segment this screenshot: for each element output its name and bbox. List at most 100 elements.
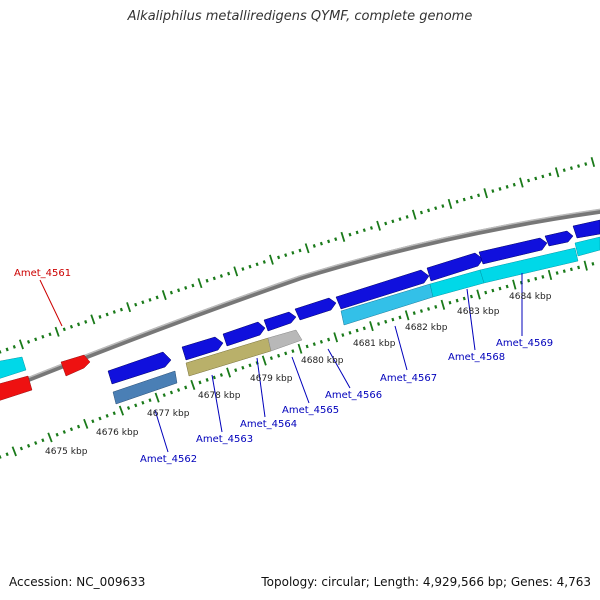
minor-tick xyxy=(255,262,259,267)
minor-tick xyxy=(91,419,95,424)
tick-label: 4676 kbp xyxy=(96,428,139,438)
cds-forward-8[interactable] xyxy=(478,237,548,265)
major-tick xyxy=(583,260,588,271)
minor-tick xyxy=(384,319,388,324)
accession-label: Accession: NC_009633 xyxy=(9,575,146,589)
minor-tick xyxy=(141,400,145,405)
minor-tick xyxy=(277,255,281,260)
minor-tick xyxy=(469,294,473,299)
minor-tick xyxy=(305,344,309,349)
minor-tick xyxy=(548,172,552,177)
minor-tick xyxy=(148,398,152,403)
gene-label-amet-4565[interactable]: Amet_4565 xyxy=(282,405,339,416)
minor-tick xyxy=(355,328,359,333)
gene-label-amet-4563[interactable]: Amet_4563 xyxy=(196,434,253,445)
minor-tick xyxy=(534,276,538,281)
minor-tick xyxy=(176,388,181,392)
minor-tick xyxy=(212,276,216,281)
minor-tick xyxy=(569,166,573,171)
genome-backbone xyxy=(0,208,600,394)
major-tick xyxy=(297,343,303,354)
minor-tick xyxy=(362,326,366,331)
minor-tick xyxy=(177,288,181,293)
genome-stats: Topology: circular; Length: 4,929,566 bp… xyxy=(261,575,591,589)
minor-tick xyxy=(205,278,209,283)
minor-tick xyxy=(319,241,323,246)
minor-tick xyxy=(419,309,423,313)
tick-label: 4682 kbp xyxy=(405,323,448,333)
major-tick xyxy=(369,321,374,332)
minor-tick xyxy=(5,452,9,457)
minor-tick xyxy=(427,208,431,213)
minor-tick xyxy=(534,176,538,181)
minor-tick xyxy=(327,337,331,342)
minor-tick xyxy=(562,269,566,273)
minor-tick xyxy=(491,189,495,193)
minor-tick xyxy=(434,304,438,309)
major-tick xyxy=(47,432,53,443)
major-tick xyxy=(161,290,167,301)
cds-reverse-end[interactable] xyxy=(574,236,600,257)
minor-tick xyxy=(219,274,223,278)
cds-forward-7[interactable] xyxy=(426,252,484,282)
cds-forward-3[interactable] xyxy=(222,321,266,347)
cds-forward-6[interactable] xyxy=(335,269,430,310)
minor-tick xyxy=(377,322,381,326)
minor-tick xyxy=(41,438,45,443)
cds-forward-9[interactable] xyxy=(544,230,574,247)
minor-tick xyxy=(112,411,116,416)
minor-tick xyxy=(527,178,531,183)
cds-amet-4561[interactable] xyxy=(60,354,91,377)
gene-label-amet-4568[interactable]: Amet_4568 xyxy=(448,352,505,363)
minor-tick xyxy=(198,380,202,385)
minor-tick xyxy=(105,312,109,317)
minor-tick xyxy=(577,265,581,270)
minor-tick xyxy=(398,315,402,320)
major-tick xyxy=(476,289,481,300)
minor-tick xyxy=(141,300,145,305)
minor-tick xyxy=(169,390,174,395)
gene-label-amet-4562[interactable]: Amet_4562 xyxy=(140,454,197,465)
cds-forward-2[interactable] xyxy=(181,336,224,361)
cds-forward-5[interactable] xyxy=(294,297,337,321)
minor-tick xyxy=(69,324,74,329)
major-tick xyxy=(512,279,517,290)
major-tick xyxy=(18,339,24,350)
minor-tick xyxy=(227,271,231,276)
minor-tick xyxy=(98,416,102,421)
tick-label: 4681 kbp xyxy=(353,339,396,349)
minor-tick xyxy=(341,333,345,337)
minor-tick xyxy=(169,290,173,295)
cds-amet-4564[interactable] xyxy=(267,329,303,352)
gene-label-amet-4566[interactable]: Amet_4566 xyxy=(325,390,382,401)
minor-tick xyxy=(477,193,481,198)
major-tick xyxy=(590,156,596,168)
minor-tick xyxy=(369,226,373,230)
minor-tick xyxy=(584,162,588,166)
minor-tick xyxy=(541,174,545,179)
cds-forward-10[interactable] xyxy=(572,219,600,239)
cds-fragment-cyan xyxy=(0,356,27,379)
cds-amet-4569[interactable] xyxy=(479,247,579,284)
cds-forward-1[interactable] xyxy=(107,351,172,385)
cds-forward-4[interactable] xyxy=(263,311,297,332)
minor-tick xyxy=(219,373,223,377)
minor-tick xyxy=(412,311,416,316)
gene-label-amet-4561[interactable]: Amet_4561 xyxy=(14,268,71,279)
major-tick xyxy=(261,355,267,366)
cds-amet-4562[interactable] xyxy=(112,370,178,405)
gene-label-amet-4569[interactable]: Amet_4569 xyxy=(496,338,553,349)
major-tick xyxy=(547,269,553,281)
major-tick xyxy=(483,188,488,199)
minor-tick xyxy=(312,244,316,248)
minor-tick xyxy=(469,195,473,200)
minor-tick xyxy=(448,300,452,305)
gene-label-amet-4564[interactable]: Amet_4564 xyxy=(240,419,297,430)
major-tick xyxy=(54,326,60,337)
minor-tick xyxy=(419,210,423,215)
major-tick xyxy=(519,177,524,188)
minor-tick xyxy=(41,334,45,339)
tick-label: 4677 kbp xyxy=(147,409,190,419)
gene-label-amet-4567[interactable]: Amet_4567 xyxy=(380,373,437,384)
